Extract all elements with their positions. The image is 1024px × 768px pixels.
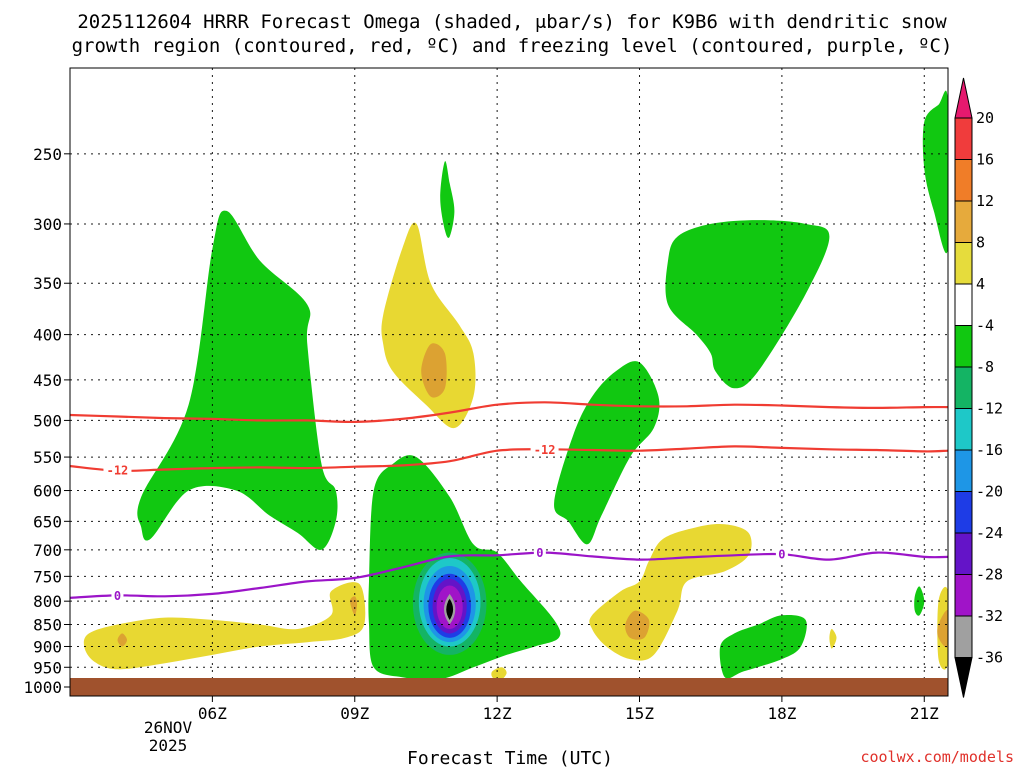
y-tick-label-450: 450 bbox=[33, 371, 62, 390]
y-tick-label-650: 650 bbox=[33, 512, 62, 531]
colorbar-box-8 bbox=[954, 408, 973, 451]
contour-label-0c-freezing-level-1: 0 bbox=[536, 546, 543, 560]
colorbar-label-neg36: -36 bbox=[976, 649, 1003, 667]
shade-yellow-900mb-19z bbox=[829, 629, 837, 649]
colorbar-label-neg4: -4 bbox=[976, 317, 994, 335]
colorbar-box-9 bbox=[954, 449, 973, 492]
x-tick-label-06Z: 06Z bbox=[198, 704, 227, 723]
colorbar-box-13 bbox=[954, 615, 973, 658]
contour-label-bg--12c-isotherm-0 bbox=[103, 463, 132, 478]
colorbar-box-7 bbox=[954, 366, 973, 409]
colorbar-label-4: 4 bbox=[976, 275, 985, 293]
y-tick-label-400: 400 bbox=[33, 326, 62, 345]
y-tick-label-1000: 1000 bbox=[23, 678, 62, 697]
colorbar-label-20: 20 bbox=[976, 109, 994, 127]
colorbar-label-neg12: -12 bbox=[976, 400, 1003, 418]
chart-title-line-1: 2025112604 HRRR Forecast Omega (shaded, … bbox=[77, 11, 947, 33]
contour-label-bg--12c-isotherm-1 bbox=[530, 442, 559, 457]
colorbar-label-neg16: -16 bbox=[976, 441, 1003, 459]
y-tick-label-600: 600 bbox=[33, 482, 62, 501]
x-tick-label-21Z: 21Z bbox=[910, 704, 939, 723]
colorbar-box-3 bbox=[954, 200, 973, 243]
shade-orange-850mb-15z bbox=[625, 610, 650, 640]
colorbar-bottom-arrow bbox=[954, 657, 973, 698]
colorbar-label-8: 8 bbox=[976, 234, 985, 252]
temperature-contours: -12 -12 0 0 0 bbox=[70, 401, 948, 603]
colorbar-label-16: 16 bbox=[976, 151, 994, 169]
y-tick-label-800: 800 bbox=[33, 592, 62, 611]
colorbar-label-12: 12 bbox=[976, 192, 994, 210]
x-axis-label: Forecast Time (UTC) bbox=[407, 748, 613, 768]
y-tick-label-850: 850 bbox=[33, 615, 62, 634]
date-label-day: 26NOV bbox=[144, 718, 193, 737]
x-tick-label-15Z: 15Z bbox=[625, 704, 654, 723]
shade-green-450-650mb-14z bbox=[554, 361, 660, 545]
credit-link[interactable]: coolwx.com/models bbox=[860, 748, 1014, 766]
contour-label-bg-0c-freezing-level-0 bbox=[111, 588, 124, 603]
colorbar-box-11 bbox=[954, 532, 973, 575]
shade-green-300-450mb-17z bbox=[665, 220, 830, 389]
contour-label--12c-isotherm-1: -12 bbox=[534, 443, 556, 457]
colorbar-box-12 bbox=[954, 574, 973, 617]
y-tick-label-350: 350 bbox=[33, 274, 62, 293]
colorbar-label-neg32: -32 bbox=[976, 607, 1003, 625]
colorbar: 20 16 12 8 4 -4 -8 -12 -16 -20 -24 -28 -32 -36 bbox=[954, 77, 1003, 698]
y-tick-label-750: 750 bbox=[33, 567, 62, 586]
shade-green-250mb-10z bbox=[440, 161, 455, 238]
shade-orange-400-450mb-10z bbox=[421, 343, 447, 398]
colorbar-label-neg24: -24 bbox=[976, 524, 1003, 542]
omega-ring-40 bbox=[446, 598, 454, 620]
colorbar-box-5 bbox=[954, 283, 973, 326]
y-tick-label-300: 300 bbox=[33, 215, 62, 234]
contour--16c-isotherm bbox=[70, 401, 948, 424]
contour-label-0c-freezing-level-0: 0 bbox=[114, 589, 121, 603]
y-tick-label-500: 500 bbox=[33, 411, 62, 430]
colorbar-top-arrow bbox=[954, 77, 973, 119]
shade-yellow-950mb-12z bbox=[491, 667, 507, 682]
colorbar-box-4 bbox=[954, 242, 973, 285]
y-tick-label-700: 700 bbox=[33, 541, 62, 560]
x-tick-label-09Z: 09Z bbox=[340, 704, 369, 723]
contour-label--12c-isotherm-0: -12 bbox=[107, 464, 129, 478]
shade-yellow-750-950mb-05z bbox=[83, 582, 366, 670]
ground-surface bbox=[70, 678, 948, 696]
contour--12c-isotherm bbox=[70, 445, 948, 473]
y-axis-ticks: 250 300 350 400 450 500 550 600 650 700 750 800 850 9… bbox=[23, 145, 70, 697]
date-label-year: 2025 bbox=[149, 736, 188, 755]
contour-0c-freezing-level bbox=[70, 551, 948, 599]
colorbar-box-1 bbox=[954, 117, 973, 160]
shade-green-200-350mb-21z bbox=[922, 90, 948, 253]
y-tick-label-550: 550 bbox=[33, 448, 62, 467]
colorbar-label-neg28: -28 bbox=[976, 566, 1003, 584]
chart-title-line-2: growth region (contoured, red, ºC) and f… bbox=[72, 35, 953, 57]
contour-label-0c-freezing-level-2: 0 bbox=[778, 548, 785, 562]
colorbar-box-10 bbox=[954, 491, 973, 534]
colorbar-label-neg8: -8 bbox=[976, 358, 994, 376]
y-tick-label-950: 950 bbox=[33, 658, 62, 677]
omega-minimum-rings bbox=[412, 552, 487, 655]
x-tick-label-12Z: 12Z bbox=[483, 704, 512, 723]
shade-green-800mb-21z bbox=[914, 586, 925, 616]
x-tick-label-18Z: 18Z bbox=[767, 704, 796, 723]
colorbar-box-6 bbox=[954, 325, 973, 368]
plot-frame bbox=[69, 67, 949, 697]
y-tick-label-250: 250 bbox=[33, 145, 62, 164]
shade-yellow-350-500mb-10z bbox=[381, 222, 476, 429]
shade-green-300-650mb-06z bbox=[137, 210, 338, 551]
x-axis-ticks: 06Z 09Z 12Z 15Z 18Z 21Z bbox=[198, 696, 939, 723]
y-tick-label-900: 900 bbox=[33, 637, 62, 656]
shade-orange-850mb-05z bbox=[117, 633, 127, 647]
colorbar-label-neg20: -20 bbox=[976, 483, 1003, 501]
colorbar-box-2 bbox=[954, 159, 973, 202]
shade-orange-850mb-21z bbox=[937, 610, 948, 648]
shaded-regions bbox=[83, 90, 948, 682]
contour-label-bg-0c-freezing-level-1 bbox=[533, 545, 546, 560]
contour-label-bg-0c-freezing-level-2 bbox=[775, 547, 788, 562]
